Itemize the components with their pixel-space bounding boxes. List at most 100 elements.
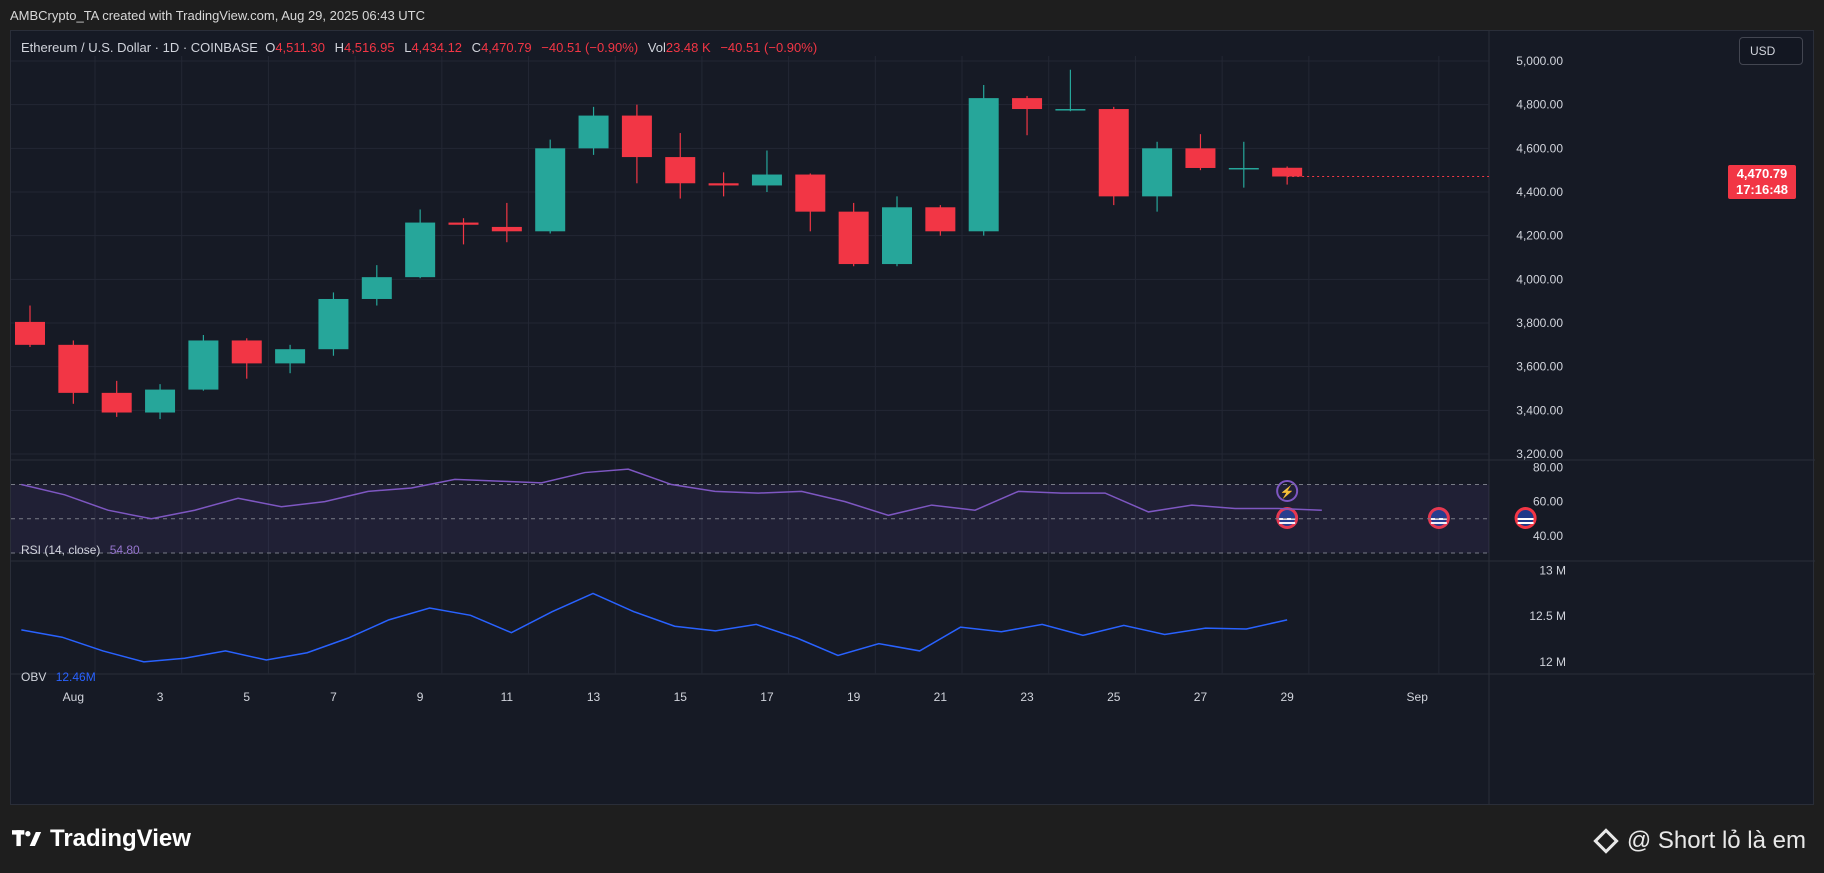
time-tick-label: 29 — [1280, 690, 1294, 704]
rsi-tick-label: 80.00 — [1533, 460, 1563, 474]
footer: TradingView @ Short lỏ là em — [0, 805, 1824, 873]
obv-tick-label: 13 M — [1539, 564, 1566, 578]
bar-countdown: 17:16:48 — [1735, 182, 1789, 197]
open-value: 4,511.30 — [275, 40, 325, 55]
price-tick-label: 4,600.00 — [1516, 141, 1563, 155]
price-tick-label: 4,400.00 — [1516, 185, 1563, 199]
candle-body — [361, 277, 392, 299]
watermark-text: @ Short lỏ là em — [1626, 827, 1806, 854]
time-tick-label: 5 — [243, 690, 250, 704]
candle-body — [535, 148, 566, 232]
candle-body — [491, 226, 522, 232]
price-tick-label: 3,800.00 — [1516, 316, 1563, 330]
candle-body — [925, 207, 956, 232]
candle-body — [578, 115, 609, 149]
time-tick-label: 3 — [157, 690, 164, 704]
close-value: 4,470.79 — [481, 40, 532, 55]
rsi-tick-label: 40.00 — [1533, 529, 1563, 543]
currency-button[interactable]: USD — [1739, 37, 1803, 65]
candle-body — [145, 389, 176, 413]
candle-body — [448, 222, 479, 225]
candle-body — [1055, 109, 1086, 111]
rsi-tick-label: 60.00 — [1533, 495, 1563, 509]
price-tick-label: 3,200.00 — [1516, 447, 1563, 461]
candle-body — [795, 174, 826, 212]
last-price-tag: 4,470.79 17:16:48 — [1728, 165, 1796, 199]
tradingview-mark-icon — [12, 830, 42, 847]
close-label: C — [471, 40, 482, 55]
candle-body — [318, 298, 349, 350]
candle-body — [665, 157, 696, 184]
tradingview-brand: TradingView — [50, 825, 191, 852]
candle-body — [751, 174, 782, 186]
time-tick-label: 19 — [847, 690, 861, 704]
candle-body — [58, 344, 89, 393]
ohlc-legend: Ethereum / U.S. Dollar · 1D · COINBASE O… — [21, 40, 823, 55]
last-price: 4,470.79 — [1736, 166, 1788, 181]
time-tick-label: 15 — [674, 690, 688, 704]
obv-line — [21, 592, 1288, 663]
volume-label: Vol — [647, 40, 666, 55]
lightning-event-icon — [1276, 480, 1299, 502]
symbol-label: Ethereum / U.S. Dollar · 1D · COINBASE — [21, 40, 258, 55]
flag-stripe — [1517, 522, 1534, 524]
volume-change-value: −40.51 (−0.90%) — [720, 40, 818, 55]
low-label: L — [404, 40, 412, 55]
low-value: 4,434.12 — [411, 40, 463, 55]
time-tick-label: 11 — [501, 690, 514, 704]
candle-body — [1228, 167, 1259, 170]
obv-tick-label: 12.5 M — [1529, 609, 1566, 623]
candle-body — [708, 183, 739, 186]
candle-body — [275, 349, 306, 364]
watermark: @ Short lỏ là em — [1593, 827, 1806, 855]
price-tick-label: 4,200.00 — [1516, 229, 1563, 243]
candle-body — [1272, 167, 1303, 177]
chart-canvas[interactable]: 3,200.00 3,400.00 3,600.00 3,800.00 4,000.00… — [11, 31, 1815, 806]
candle-body — [838, 211, 869, 265]
candle-body — [101, 392, 132, 413]
flag-stripe — [1279, 518, 1296, 520]
price-tick-label: 4,800.00 — [1516, 98, 1563, 112]
rsi-legend: RSI (14, close) 54.80 — [21, 543, 140, 557]
time-tick-label: 25 — [1107, 690, 1121, 704]
candle-body — [1185, 148, 1216, 168]
candle-body — [15, 321, 45, 345]
obv-legend: OBV 12.46M — [21, 670, 96, 684]
flag-stripe — [1430, 522, 1447, 524]
obv-tick-label: 12 M — [1539, 655, 1566, 669]
time-tick-label: 7 — [330, 690, 337, 704]
candle-body — [405, 222, 436, 278]
open-label: O — [265, 40, 276, 55]
candle-body — [1142, 148, 1173, 197]
volume-value: 23.48 K — [665, 40, 711, 55]
time-tick-label: 17 — [760, 690, 774, 704]
rsi-label: RSI (14, close) — [21, 543, 101, 557]
time-tick-label: Sep — [1407, 690, 1429, 704]
time-tick-label: 9 — [417, 690, 424, 704]
obv-label: OBV — [21, 670, 47, 684]
high-value: 4,516.95 — [343, 40, 395, 55]
candle-body — [1098, 109, 1129, 197]
price-tick-label: 4,000.00 — [1516, 272, 1563, 286]
chart-caption: AMBCrypto_TA created with TradingView.co… — [10, 8, 426, 23]
time-tick-label: Aug — [63, 690, 84, 704]
rsi-value: 54.80 — [109, 543, 140, 557]
obv-value: 12.46M — [55, 670, 96, 684]
candle-body — [1012, 98, 1043, 110]
time-tick-label: 27 — [1194, 690, 1208, 704]
candle-body — [188, 340, 219, 390]
diamond-icon — [1593, 828, 1619, 854]
flag-stripe — [1517, 518, 1534, 520]
lightning-glyph: ⚡ — [1280, 485, 1295, 499]
flag-stripe — [1279, 522, 1296, 524]
tradingview-logo[interactable]: TradingView — [12, 825, 191, 853]
time-tick-label: 21 — [934, 690, 948, 704]
time-tick-label: 23 — [1020, 690, 1034, 704]
price-tick-label: 5,000.00 — [1516, 54, 1563, 68]
chart-frame[interactable]: 3,200.00 3,400.00 3,600.00 3,800.00 4,000.00… — [10, 30, 1815, 806]
time-tick-label: 13 — [587, 690, 601, 704]
price-tick-label: 3,400.00 — [1516, 403, 1563, 417]
rsi-line — [21, 468, 1322, 520]
candle-body — [968, 98, 999, 232]
candle-body — [882, 207, 912, 265]
